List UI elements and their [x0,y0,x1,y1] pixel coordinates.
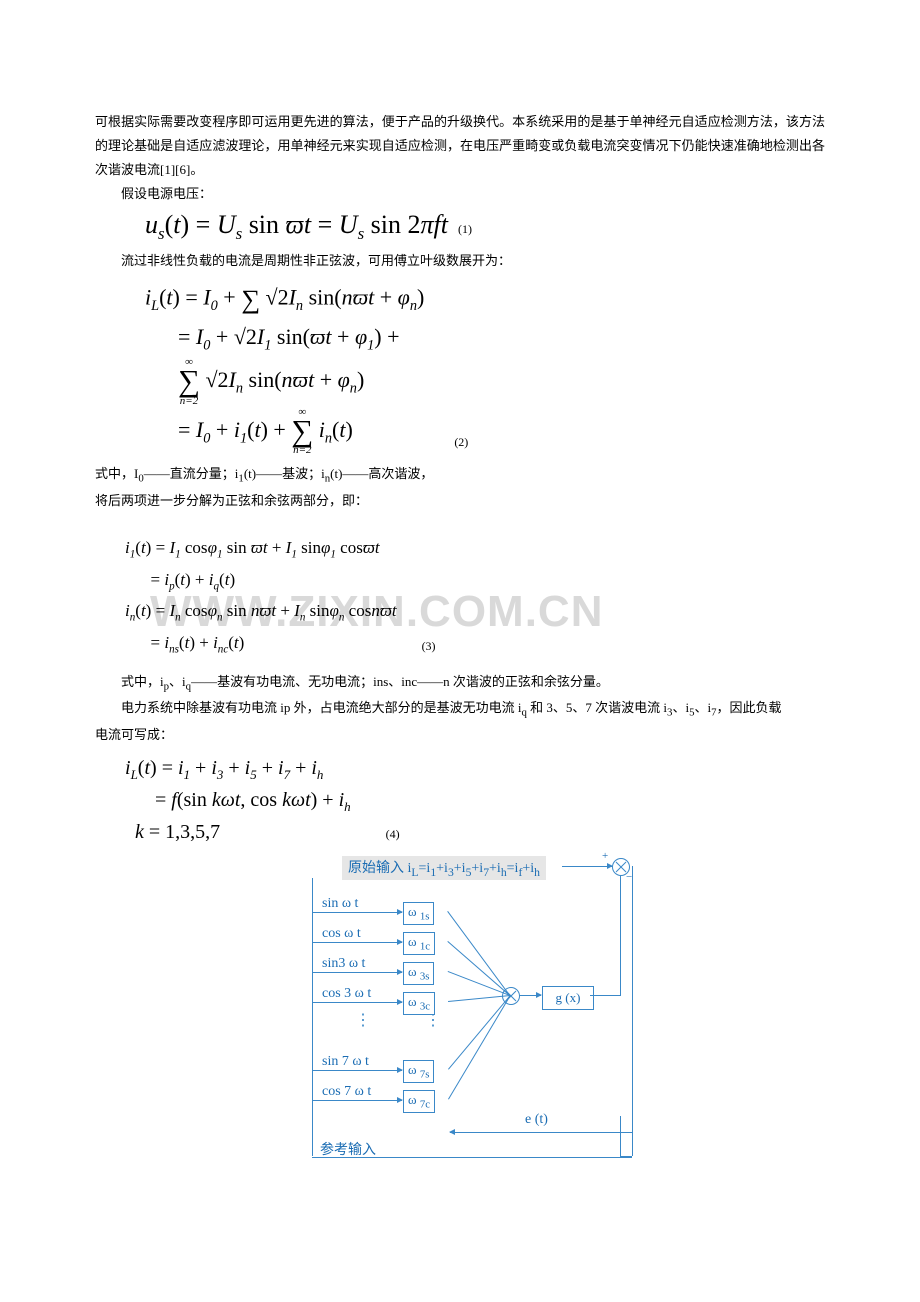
ref-input-label: 参考输入 [320,1139,376,1159]
eq1-number: (1) [458,222,472,243]
paragraph-rewrite: 电流可写成： [95,723,825,747]
paragraph-intro: 可根据实际需要改变程序即可运用更先进的算法，便于产品的升级换代。本系统采用的是基… [95,110,825,182]
ref-input-0: sin ω t [322,896,358,912]
eq2-number: (2) [454,435,468,456]
weight-box-2: ω 3s [403,962,434,985]
paragraph-power-sys: 电力系统中除基波有功电流 ip 外，占电流绝大部分的是基波无功电流 iq 和 3… [95,696,825,723]
equation-3: i1(t) = I1 cosφ1 sin ϖt + I1 sinφ1 cosϖt… [125,533,825,660]
paragraph-assume: 假设电源电压： [95,182,825,206]
equation-2: iL(t) = I0 + ∑ √2In sin(nϖt + φn) = I0 +… [145,279,825,456]
paragraph-eq2-where: 式中，I0——直流分量；i1(t)——基波；in(t)——高次谐波， [95,462,825,489]
weight-box-3: ω 3c [403,992,435,1015]
diagram-title: 原始输入 iL=i1+i3+i5+i7+ih=if+ih [342,856,546,880]
weight-box-6: ω 7c [403,1090,435,1113]
weight-box-0: ω 1s [403,902,434,925]
equation-4: iL(t) = i1 + i3 + i5 + i7 + ih = f(sin k… [125,753,825,848]
gx-box: g (x) [542,986,594,1010]
ref-input-5: sin 7 ω t [322,1054,369,1070]
weight-box-5: ω 7s [403,1060,434,1083]
weight-box-1: ω 1c [403,932,435,955]
neural-diagram: 原始输入 iL=i1+i3+i5+i7+ih=if+ih + − g (x) [95,856,825,1186]
paragraph-fourier: 流过非线性负载的电流是周期性非正弦波，可用傅立叶级数展开为： [95,249,825,273]
eq3-number: (3) [422,639,436,660]
ref-input-3: cos 3 ω t [322,986,371,1002]
ref-input-6: cos 7 ω t [322,1084,371,1100]
ref-input-2: sin3 ω t [322,956,365,972]
eq4-number: (4) [386,827,400,848]
et-label: e (t) [525,1112,548,1128]
equation-1: us(t) = Us sin ϖt = Us sin 2πft (1) [145,212,825,243]
paragraph-eq3-where: 式中，ip、iq——基波有功电流、无功电流；ins、inc——n 次谐波的正弦和… [95,670,825,697]
paragraph-decompose: 将后两项进一步分解为正弦和余弦两部分，即： [95,489,825,513]
ref-input-1: cos ω t [322,926,361,942]
